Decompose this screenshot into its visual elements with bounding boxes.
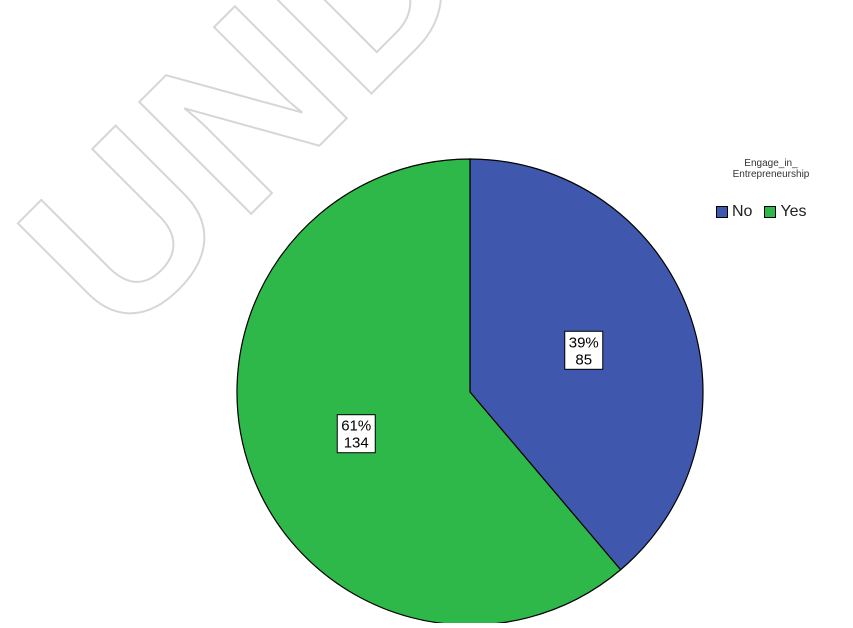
slice-label-box: [564, 330, 604, 370]
legend-title: Engage_in_ Entrepreneurship: [732, 158, 810, 180]
slice-percent-label: 61%: [341, 418, 371, 435]
slice-percent-label: 39%: [569, 334, 599, 351]
legend-swatch-yes: [764, 206, 777, 218]
legend-label-no: No: [732, 203, 753, 220]
slice-value-label: 85: [575, 351, 592, 368]
legend-label-yes: Yes: [780, 203, 807, 220]
legend-item-yes: Yes: [764, 203, 807, 221]
slice-label-no: 39%85: [564, 330, 604, 370]
slice-value-label: 134: [344, 435, 369, 452]
slice-label-box: [336, 414, 376, 454]
legend-item-no: No: [716, 203, 752, 221]
legend-swatch-no: [716, 206, 728, 218]
slice-label-yes: 61%134: [336, 414, 376, 454]
legend: No Yes: [716, 203, 819, 221]
